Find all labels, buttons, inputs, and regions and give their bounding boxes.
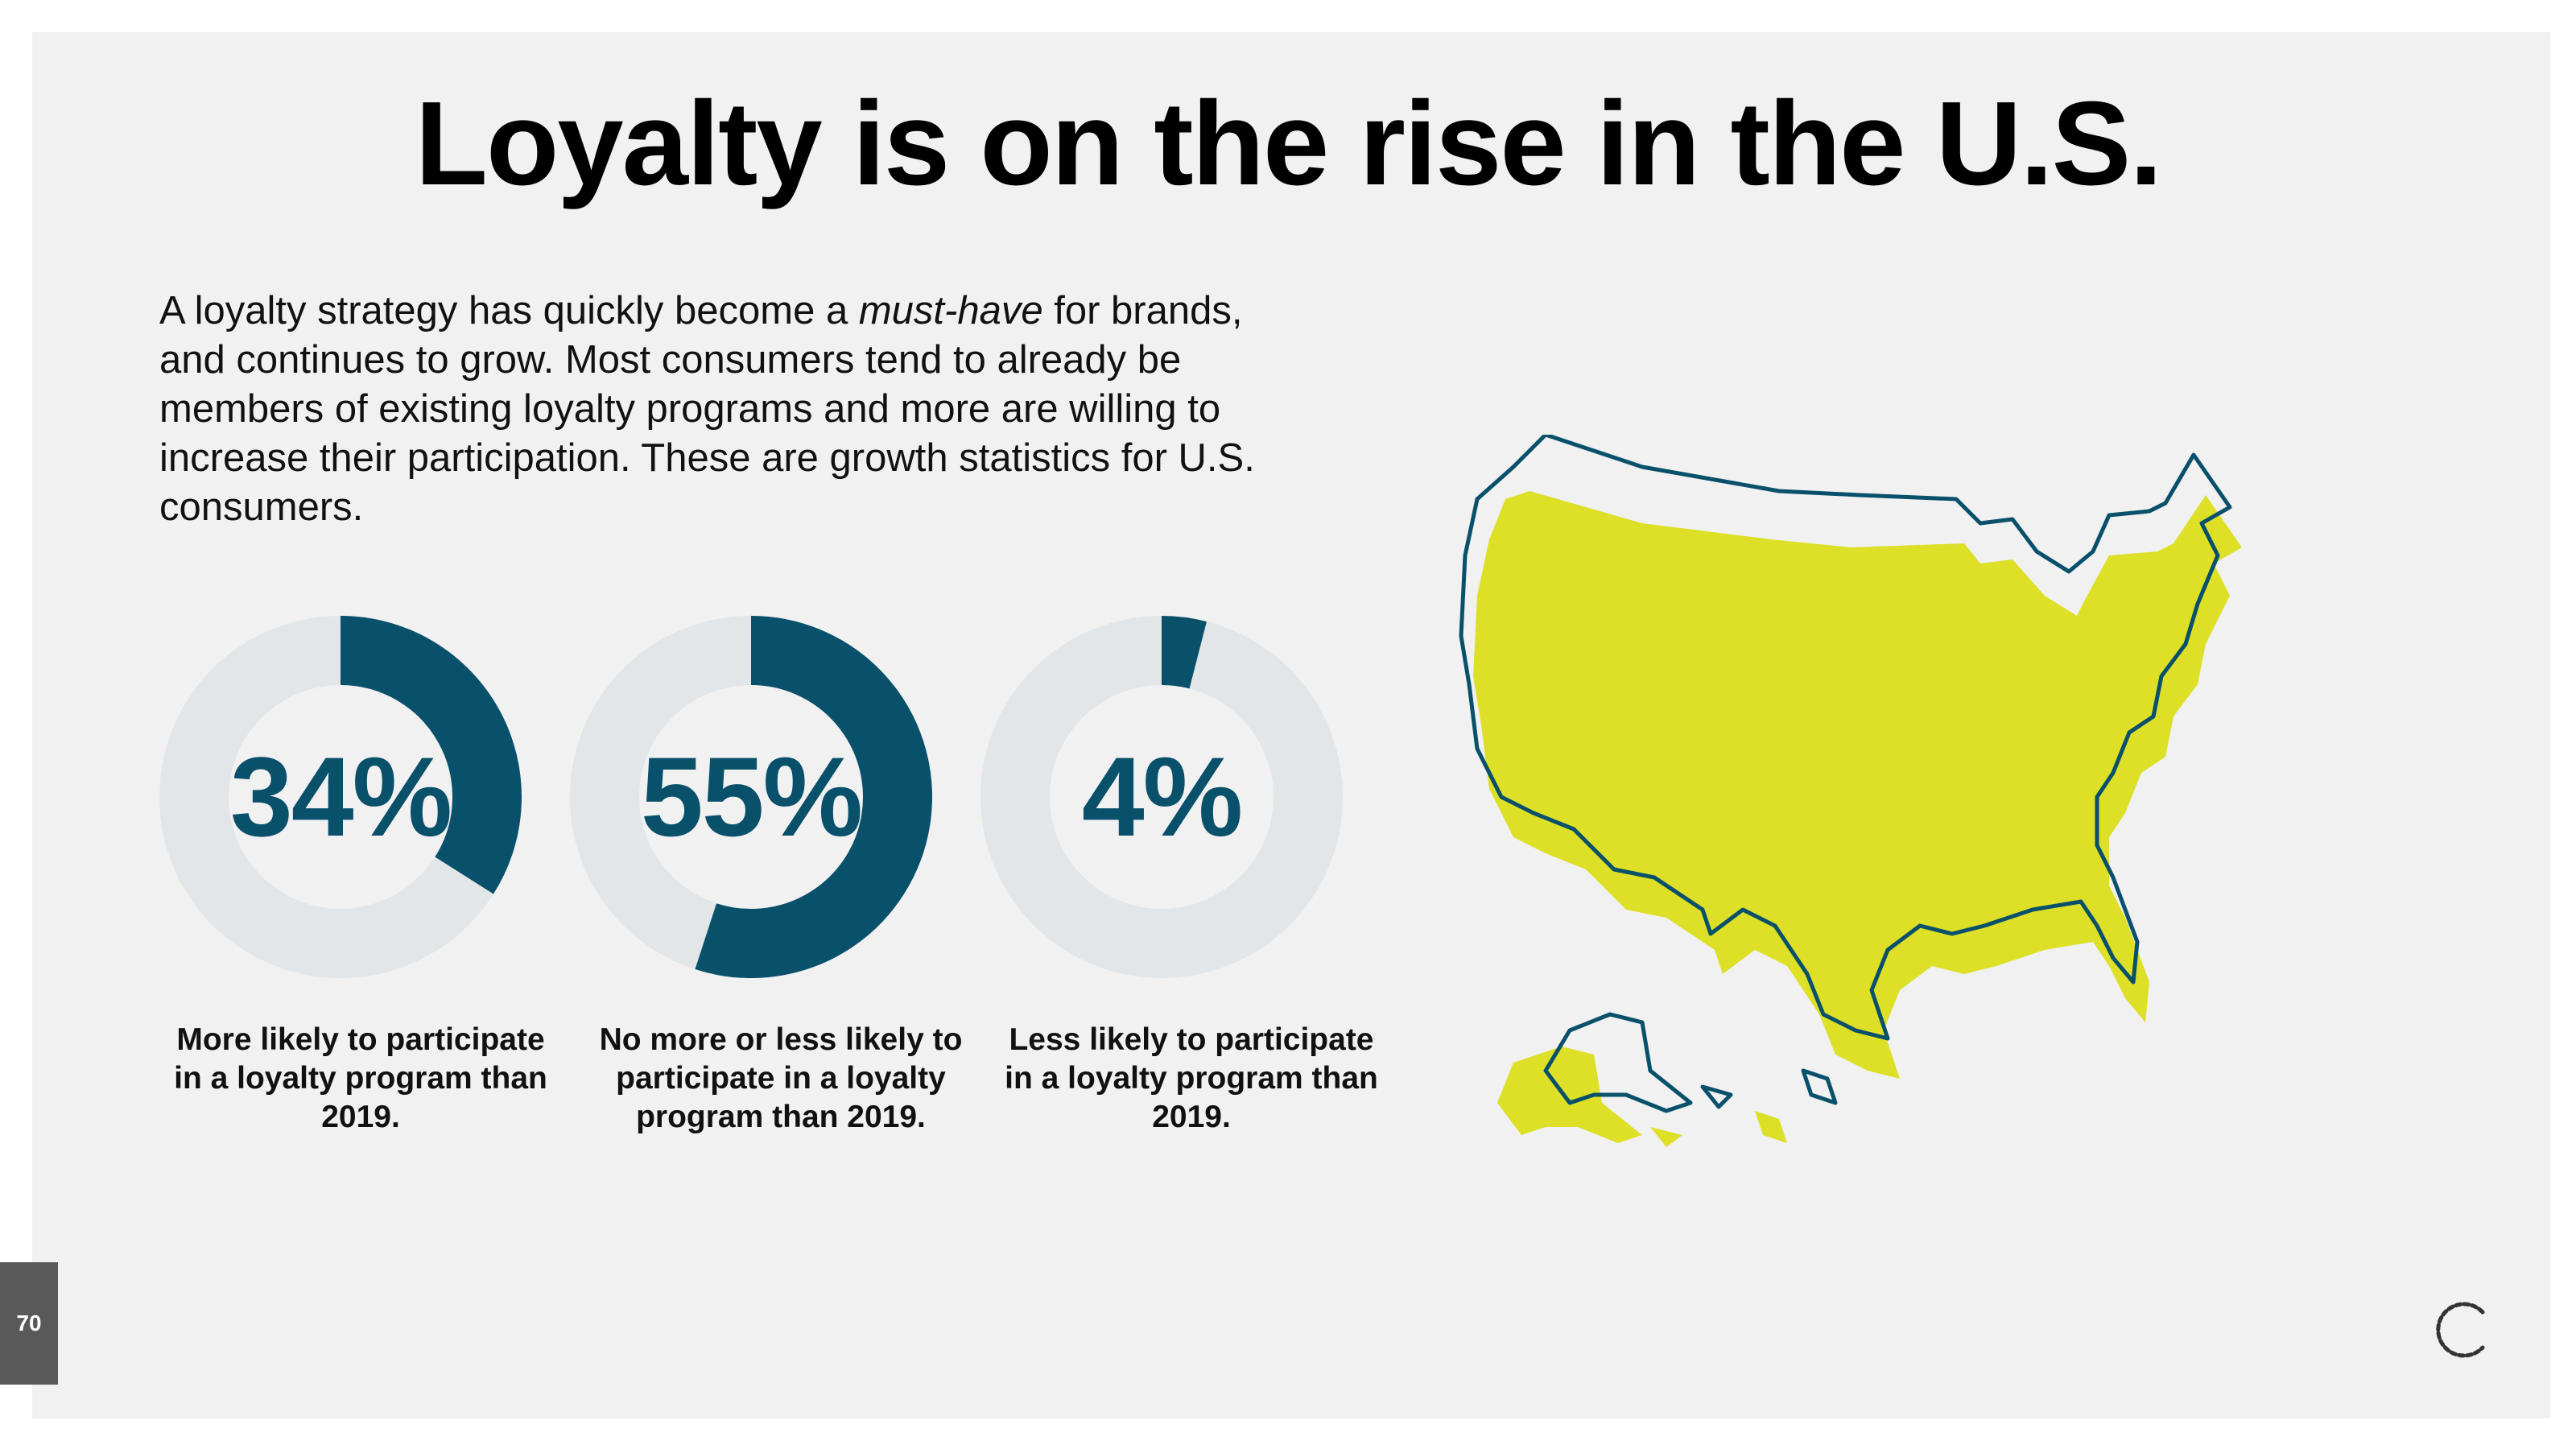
donut-chart-3: 4% <box>980 616 1343 978</box>
brand-logo-icon <box>2436 1302 2485 1358</box>
intro-paragraph: A loyalty strategy has quickly become a … <box>159 287 1270 532</box>
donut-chart-2: 55% <box>570 616 932 978</box>
donut-1-value-arc <box>340 616 522 894</box>
donut-2-value-arc <box>695 616 932 978</box>
donut-3-value-arc <box>1160 616 1207 689</box>
donut-3-percent-label: 4% <box>1081 733 1243 860</box>
donut-3-caption: Less likely to participate in a loyalty … <box>1005 1022 1378 1134</box>
page-number: 70 <box>0 1262 58 1385</box>
intro-text-end: for brands, and continues to grow. Most … <box>159 289 1255 529</box>
donut-2-caption: No more or less likely to participate in… <box>599 1022 963 1134</box>
us-map-icon <box>1459 435 2242 1147</box>
page-title: Loyalty is on the rise in the U.S. <box>415 77 2163 210</box>
intro-text-start: A loyalty strategy has quickly become a <box>159 289 859 332</box>
us-map-fill <box>1473 491 2242 1147</box>
donut-chart-1: 34% <box>159 616 522 978</box>
donut-1-percent-label: 34% <box>229 733 452 860</box>
intro-emphasis: must-have <box>858 289 1043 332</box>
donut-1-caption: More likely to participate in a loyalty … <box>174 1022 547 1134</box>
us-map-outline <box>1459 435 2232 1113</box>
donut-2-percent-label: 55% <box>640 733 863 860</box>
donut-1-svg <box>159 616 522 978</box>
donut-3-svg <box>980 616 1343 978</box>
donut-2-svg <box>570 616 932 978</box>
